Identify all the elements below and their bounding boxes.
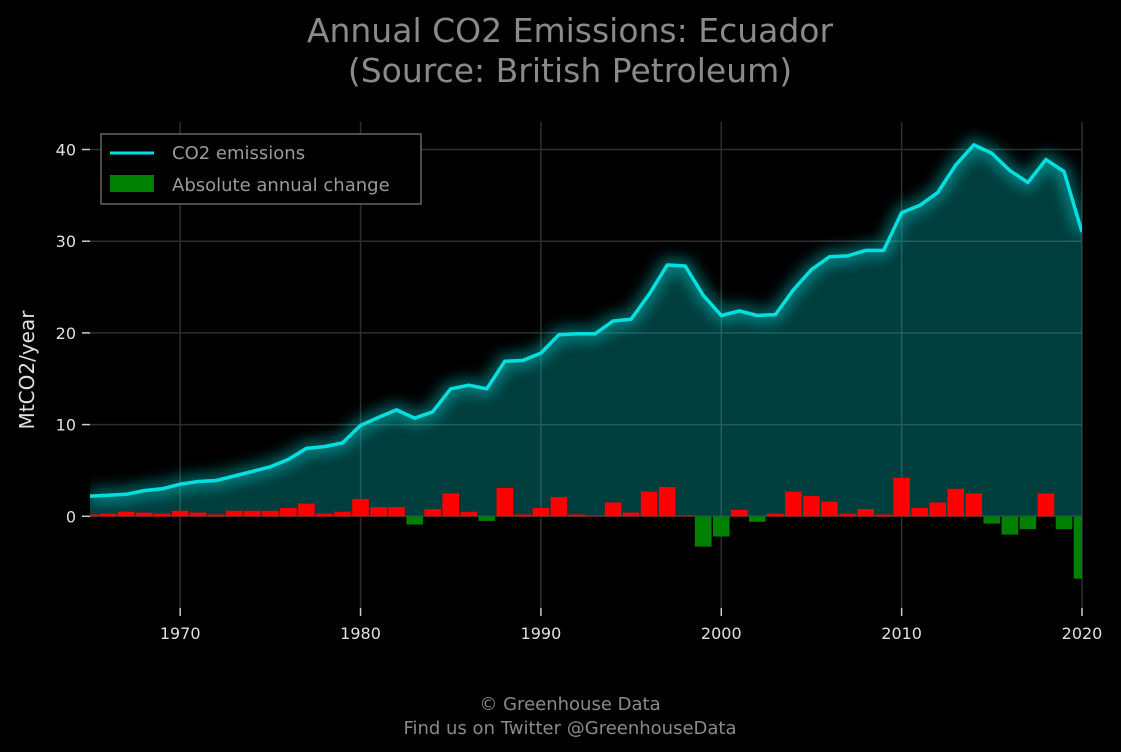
change-bar [262, 510, 279, 517]
change-bar [1073, 516, 1082, 579]
change-bar [514, 514, 532, 517]
change-bar [1019, 516, 1037, 530]
change-bar [857, 509, 874, 517]
change-bar [785, 491, 802, 517]
y-axis-label: MtCO2/year [15, 310, 39, 430]
change-bar [1055, 516, 1073, 530]
change-bar [153, 513, 171, 517]
change-bar [911, 508, 928, 517]
change-bar [406, 516, 423, 525]
change-bar [803, 496, 820, 517]
change-bar [947, 488, 964, 517]
change-bar [424, 509, 441, 517]
change-bar [586, 515, 604, 517]
change-bar [929, 502, 946, 517]
chart-title: Annual CO2 Emissions: Ecuador [307, 11, 834, 50]
change-bar [460, 511, 478, 517]
legend: CO2 emissions Absolute annual change [100, 133, 422, 205]
x-tick-label: 2000 [701, 624, 742, 643]
legend-label-change: Absolute annual change [172, 175, 390, 196]
change-bar [658, 487, 676, 517]
x-tick-label: 1970 [160, 624, 201, 643]
emissions-line-group [90, 137, 1082, 504]
x-axis-ticks: 1970 1980 1990 2000 2010 2020 [160, 608, 1103, 643]
change-bar [839, 513, 856, 517]
change-bar [244, 510, 261, 517]
change-bar [171, 510, 189, 517]
change-bar [316, 513, 333, 517]
change-bar [1001, 516, 1019, 535]
change-bar [713, 516, 730, 537]
change-bar [965, 493, 983, 517]
change-bar [983, 516, 1001, 524]
change-bar [875, 514, 892, 517]
emissions-line [90, 143, 1082, 498]
change-bar [226, 510, 243, 517]
change-bar [135, 512, 153, 517]
y-axis-ticks: 0 10 20 30 40 [56, 141, 90, 526]
x-tick-label: 2020 [1062, 624, 1103, 643]
y-tick-label: 20 [56, 324, 76, 343]
change-bar [694, 516, 712, 547]
footer-twitter: Find us on Twitter @GreenhouseData [403, 718, 736, 739]
change-bar [496, 487, 514, 517]
change-bar [189, 512, 207, 517]
change-bar [478, 516, 496, 521]
change-bar [442, 493, 459, 517]
x-tick-label: 1990 [521, 624, 562, 643]
change-bar [604, 502, 622, 517]
y-tick-label: 0 [66, 507, 76, 526]
change-bar [298, 503, 315, 517]
change-bar [767, 513, 784, 517]
change-bar [622, 512, 640, 517]
chart-subtitle: (Source: British Petroleum) [348, 51, 792, 90]
y-tick-label: 10 [56, 416, 76, 435]
y-tick-label: 30 [56, 232, 76, 251]
footer-copyright: © Greenhouse Data [479, 694, 660, 715]
emissions-area-fill [90, 144, 1082, 517]
change-bar [352, 498, 369, 517]
change-bar [370, 507, 387, 517]
change-bar [334, 511, 351, 517]
legend-label-emissions: CO2 emissions [172, 143, 305, 164]
change-bar [731, 509, 748, 517]
legend-box [100, 133, 422, 205]
change-bar [90, 514, 99, 517]
annual-change-bars [90, 477, 1082, 579]
change-bar [1037, 493, 1055, 517]
change-bar [99, 513, 117, 517]
x-tick-label: 2010 [881, 624, 922, 643]
x-tick-label: 1980 [340, 624, 381, 643]
change-bar [821, 501, 838, 517]
change-bar [208, 514, 225, 517]
change-bar [532, 508, 550, 517]
y-tick-label: 40 [56, 141, 76, 160]
change-bar [117, 511, 135, 517]
change-bar [568, 514, 586, 517]
change-bar [893, 477, 910, 517]
change-bar [550, 497, 568, 517]
change-bar [640, 491, 658, 517]
change-bar [676, 515, 694, 517]
change-bar [749, 516, 766, 522]
change-bar [280, 508, 297, 517]
emissions-area [90, 144, 1082, 517]
legend-bar-swatch [110, 175, 154, 192]
change-bar [388, 507, 405, 517]
